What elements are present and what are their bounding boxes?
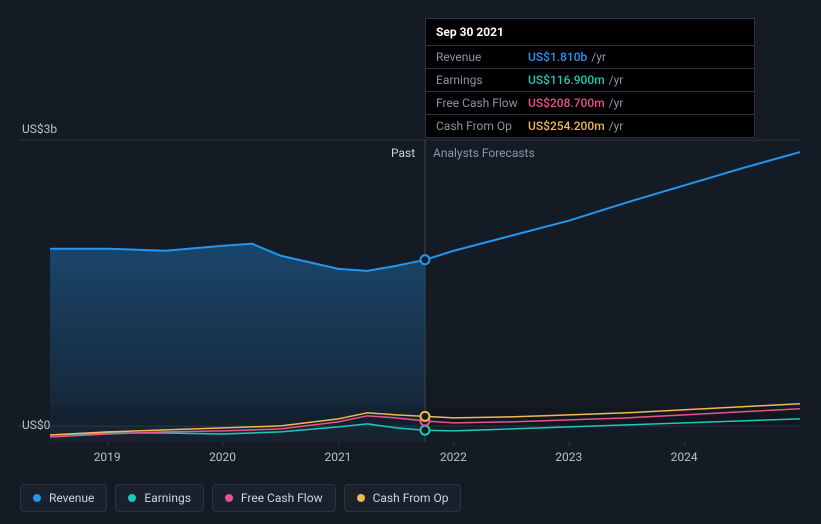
x-tick-label: 2019 xyxy=(94,450,121,464)
tooltip-row-per: /yr xyxy=(609,96,624,110)
tooltip-row: EarningsUS$116.900m/yr xyxy=(426,69,754,92)
financials-chart[interactable]: US$3b US$0 2019 2020 2021 2022 2023 2024 Past… xyxy=(0,0,821,524)
legend-item-label: Earnings xyxy=(144,491,191,505)
tooltip-row: Free Cash FlowUS$208.700m/yr xyxy=(426,92,754,115)
legend: Revenue Earnings Free Cash Flow Cash From O… xyxy=(20,484,461,512)
past-section-label: Past xyxy=(391,146,415,160)
tooltip-row-per: /yr xyxy=(609,119,624,133)
legend-item-cfo[interactable]: Cash From Op xyxy=(344,484,462,512)
x-tick-label: 2024 xyxy=(671,450,698,464)
legend-dot-icon xyxy=(357,494,365,502)
tooltip-row-label: Revenue xyxy=(436,50,528,64)
legend-item-label: Cash From Op xyxy=(373,491,449,505)
legend-item-earnings[interactable]: Earnings xyxy=(115,484,204,512)
legend-item-fcf[interactable]: Free Cash Flow xyxy=(212,484,336,512)
tooltip-row: Cash From OpUS$254.200m/yr xyxy=(426,115,754,137)
x-tick-label: 2020 xyxy=(209,450,236,464)
tooltip-row-value: US$208.700m xyxy=(528,96,605,110)
x-tick-label: 2021 xyxy=(324,450,351,464)
tooltip-row-per: /yr xyxy=(609,73,624,87)
forecast-section-label: Analysts Forecasts xyxy=(433,146,535,160)
tooltip-row-label: Free Cash Flow xyxy=(436,96,528,110)
x-tick-label: 2023 xyxy=(555,450,582,464)
legend-item-label: Free Cash Flow xyxy=(241,491,323,505)
data-tooltip: Sep 30 2021 RevenueUS$1.810b/yrEarningsU… xyxy=(425,18,755,138)
y-axis-max-label: US$3b xyxy=(22,122,57,136)
x-tick-label: 2022 xyxy=(440,450,467,464)
legend-dot-icon xyxy=(128,494,136,502)
tooltip-row-value: US$254.200m xyxy=(528,119,605,133)
tooltip-row-per: /yr xyxy=(591,50,606,64)
legend-item-revenue[interactable]: Revenue xyxy=(20,484,107,512)
tooltip-row-label: Earnings xyxy=(436,73,528,87)
legend-dot-icon xyxy=(225,494,233,502)
tooltip-row-label: Cash From Op xyxy=(436,119,528,133)
tooltip-row: RevenueUS$1.810b/yr xyxy=(426,46,754,69)
legend-item-label: Revenue xyxy=(49,491,94,505)
tooltip-row-value: US$116.900m xyxy=(528,73,605,87)
y-axis-min-label: US$0 xyxy=(22,418,50,432)
tooltip-date: Sep 30 2021 xyxy=(426,19,754,46)
legend-dot-icon xyxy=(33,494,41,502)
tooltip-row-value: US$1.810b xyxy=(528,50,587,64)
